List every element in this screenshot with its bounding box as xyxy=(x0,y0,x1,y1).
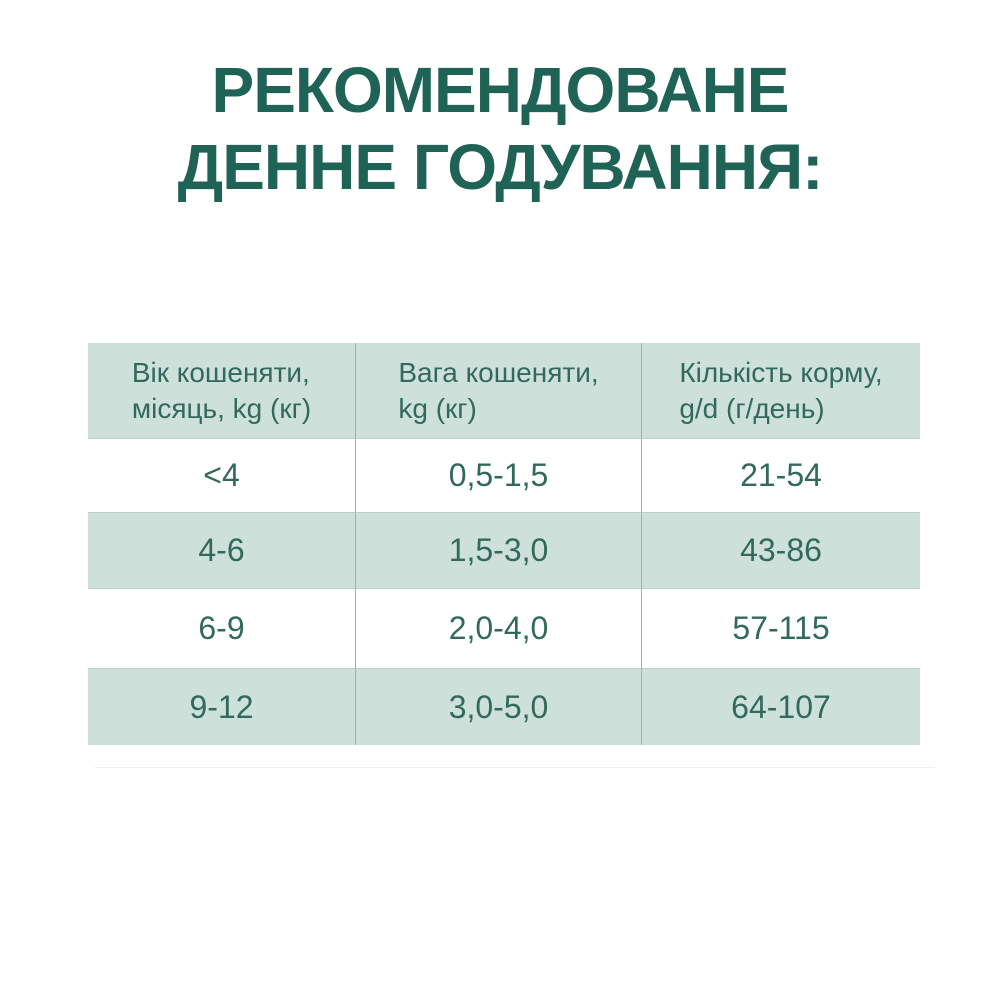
age-value: 9-12 xyxy=(189,688,254,725)
page-title-line2: ДЕННЕ ГОДУВАННЯ: xyxy=(177,131,824,203)
table-cell-age-row1: <4 xyxy=(88,438,355,512)
table-cell-age-row2: 4-6 xyxy=(88,512,355,588)
header-cell-age: Вік кошеняти, місяць, kg (кг) xyxy=(88,343,355,438)
header-cell-food-text: Кількість корму, g/d (г/день) xyxy=(679,355,882,427)
weight-value: 2,0-4,0 xyxy=(448,610,549,646)
age-value: 6-9 xyxy=(198,610,245,646)
table-cell-food-row4: 64-107 xyxy=(641,668,920,745)
page-title: РЕКОМЕНДОВАНЕ ДЕННЕ ГОДУВАННЯ: xyxy=(0,52,1000,206)
table-cell-weight-row4: 3,0-5,0 xyxy=(355,668,641,745)
header-age-line1: Вік кошеняти, xyxy=(131,356,310,388)
header-cell-weight: Вага кошеняти, kg (кг) xyxy=(355,343,641,438)
table-cell-age-row3: 6-9 xyxy=(88,588,355,668)
header-age-line2: місяць, kg (кг) xyxy=(131,392,312,424)
weight-value: 3,0-5,0 xyxy=(448,688,549,725)
page-title-line1: РЕКОМЕНДОВАНЕ xyxy=(211,54,790,126)
table-cell-food-row2: 43-86 xyxy=(641,512,920,588)
header-food-line2: g/d (г/день) xyxy=(679,392,825,424)
food-value: 21-54 xyxy=(740,457,822,493)
table-cell-food-row1: 21-54 xyxy=(641,438,920,512)
food-value: 43-86 xyxy=(740,532,822,568)
weight-value: 1,5-3,0 xyxy=(448,532,549,568)
table-cell-age-row4: 9-12 xyxy=(88,668,355,745)
header-weight-line2: kg (кг) xyxy=(398,392,477,424)
table-cell-weight-row2: 1,5-3,0 xyxy=(355,512,641,588)
weight-value: 0,5-1,5 xyxy=(448,457,549,493)
header-cell-age-text: Вік кошеняти, місяць, kg (кг) xyxy=(132,355,311,427)
table-cell-weight-row3: 2,0-4,0 xyxy=(355,588,641,668)
header-weight-line1: Вага кошеняти, xyxy=(398,356,599,388)
feeding-table: Вік кошеняти, місяць, kg (кг) Вага кошен… xyxy=(88,343,920,745)
food-value: 57-115 xyxy=(732,610,830,646)
header-food-line1: Кількість корму, xyxy=(679,356,883,388)
age-value: <4 xyxy=(203,457,240,493)
table-cell-food-row3: 57-115 xyxy=(641,588,920,668)
header-cell-weight-text: Вага кошеняти, kg (кг) xyxy=(398,355,598,427)
age-value: 4-6 xyxy=(198,532,245,568)
header-cell-food: Кількість корму, g/d (г/день) xyxy=(641,343,920,438)
packaging-edge-line xyxy=(95,767,935,768)
table-cell-weight-row1: 0,5-1,5 xyxy=(355,438,641,512)
food-value: 64-107 xyxy=(731,688,831,725)
